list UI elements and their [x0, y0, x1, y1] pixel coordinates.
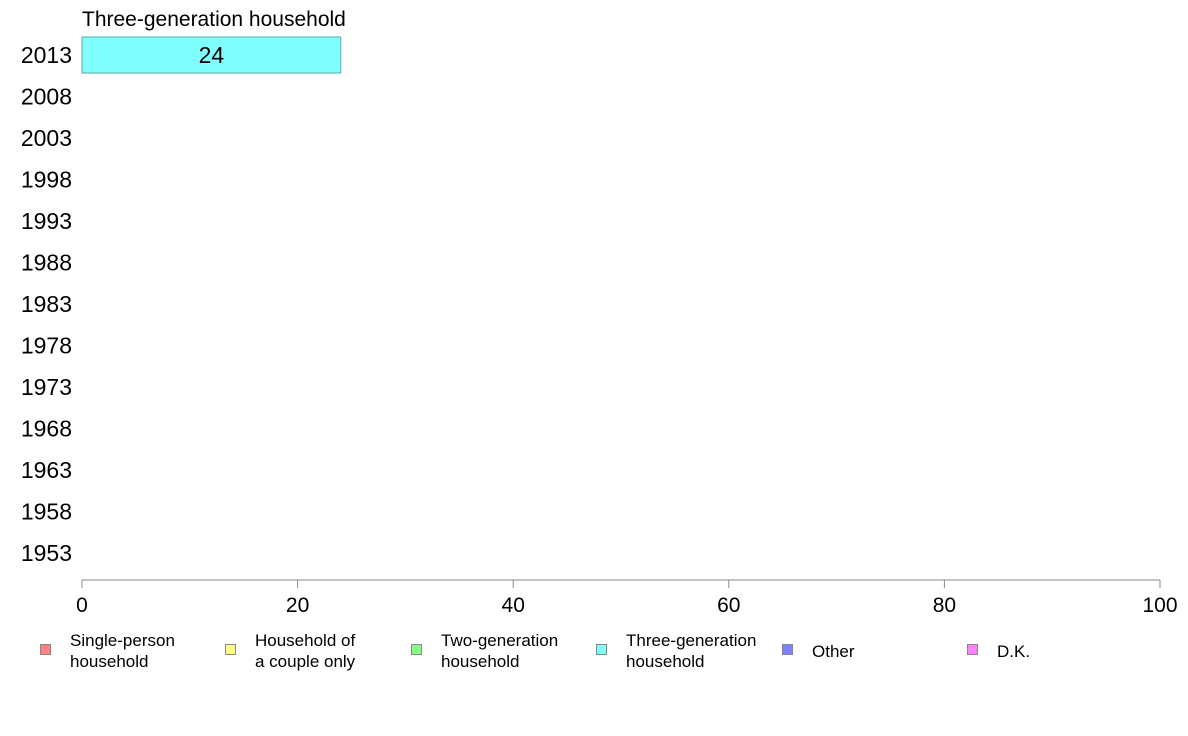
- legend-label-0: Single-person household: [70, 631, 175, 671]
- data-label-2013-series-3: 24: [199, 42, 225, 68]
- y-tick-label-2008: 2008: [21, 84, 72, 110]
- legend: Single-person household Household of a co…: [0, 628, 1188, 678]
- legend-swatch-0: [40, 644, 51, 655]
- legend-label-2: Two-generation household: [441, 631, 559, 671]
- y-tick-label-1998: 1998: [21, 167, 72, 193]
- y-tick-label-2013: 2013: [21, 42, 72, 68]
- y-axis-labels: 2013 2008 2003 1998 1993 1988 1983 1978 1973 1968…: [21, 42, 72, 566]
- legend-label-1: Household of a couple only: [255, 631, 356, 671]
- y-tick-label-1978: 1978: [21, 333, 72, 359]
- legend-label-5: D.K.: [997, 642, 1031, 661]
- bar-2013-series-3: [81, 36, 342, 74]
- x-tick-label-20: 20: [286, 594, 309, 617]
- y-tick-label-1963: 1963: [21, 457, 72, 483]
- y-tick-label-1973: 1973: [21, 374, 72, 400]
- y-tick-label-1968: 1968: [21, 416, 72, 442]
- x-tick-label-0: 0: [76, 594, 88, 617]
- y-tick-label-1988: 1988: [21, 250, 72, 276]
- legend-swatch-1: [225, 644, 236, 655]
- x-tick-label-80: 80: [933, 594, 956, 617]
- legend-label-4: Other: [812, 642, 855, 661]
- x-tick-label-60: 60: [717, 594, 740, 617]
- y-tick-label-1958: 1958: [21, 499, 72, 525]
- x-tick-label-100: 100: [1142, 594, 1177, 617]
- legend-swatch-4: [782, 644, 793, 655]
- y-tick-label-2003: 2003: [21, 125, 72, 151]
- y-tick-label-1993: 1993: [21, 208, 72, 234]
- legend-label-3: Three-generation household: [626, 631, 757, 671]
- y-tick-label-1953: 1953: [21, 540, 72, 566]
- y-tick-label-1983: 1983: [21, 291, 72, 317]
- chart-title: Three-generation household: [82, 8, 346, 31]
- x-tick-label-40: 40: [502, 594, 525, 617]
- legend-swatch-2: [411, 644, 422, 655]
- legend-swatch-5: [967, 644, 978, 655]
- x-axis: 0 20 40 60 80 100: [76, 579, 1178, 617]
- legend-swatch-3: [596, 644, 607, 655]
- bars-layer: 24: [81, 36, 342, 74]
